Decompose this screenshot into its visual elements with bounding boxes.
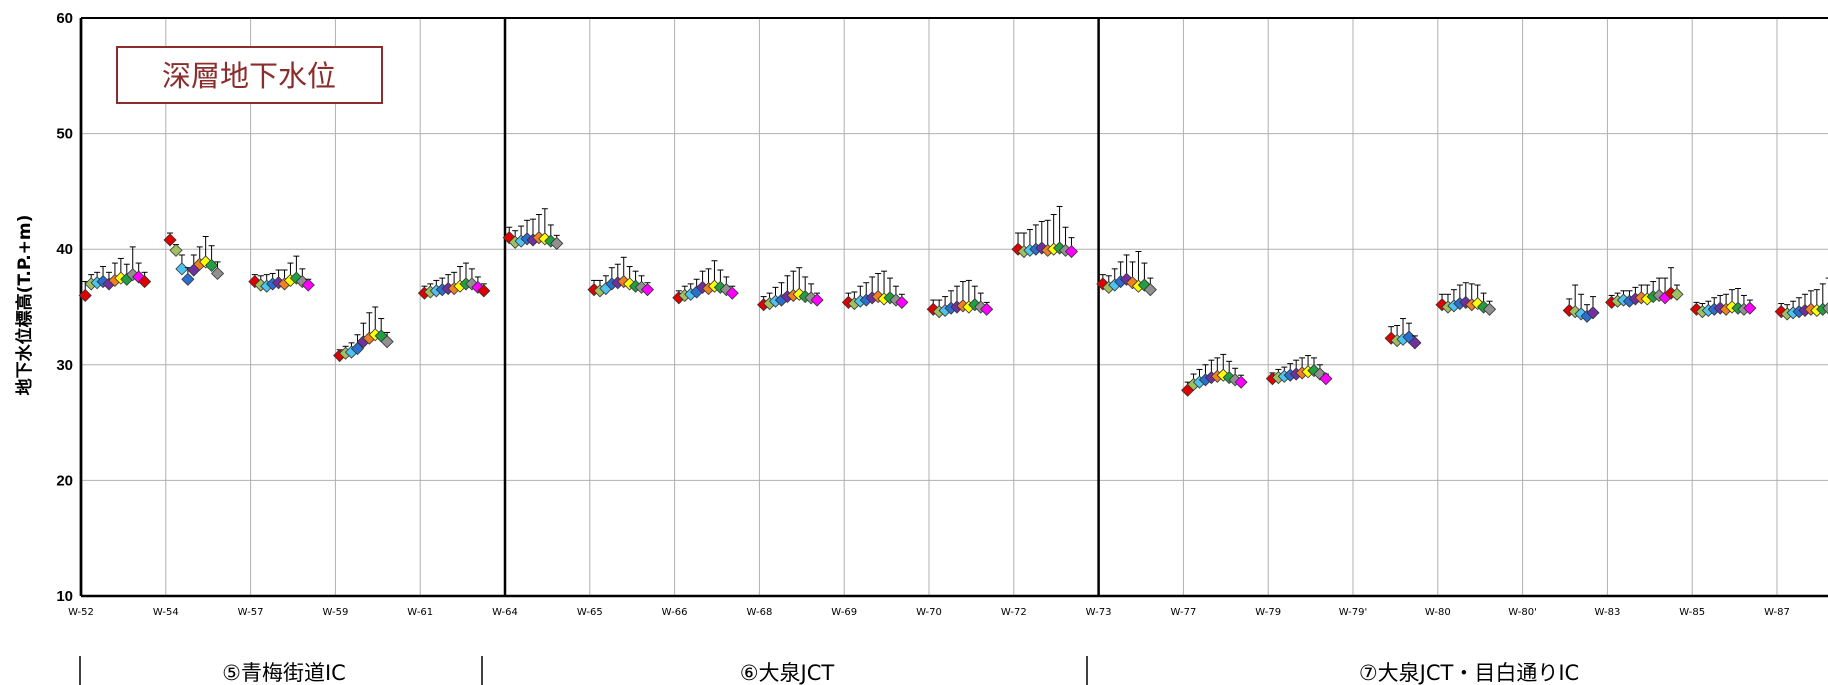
x-axis: W-52 W-54 W-57 W-59 W-61 W-64 W-65 W-66 W-68 W-69… [68, 607, 1790, 618]
data-point [980, 302, 994, 316]
x-tick-label: W-66 [662, 607, 688, 618]
chart-title: 深層地下水位 [162, 59, 336, 93]
data-point [78, 288, 92, 303]
data-point [895, 295, 909, 309]
data-point [1143, 283, 1157, 297]
data-point [138, 275, 152, 289]
section-label: ⑥大泉JCT [740, 661, 835, 685]
x-tick-label: W-79 [1255, 607, 1281, 618]
data-point [550, 236, 564, 250]
x-tick-label: W-72 [1001, 607, 1027, 618]
data-point [380, 335, 394, 349]
x-tick-label: W-57 [238, 607, 264, 618]
x-tick-label: W-87 [1764, 607, 1790, 618]
data-point [640, 283, 655, 297]
x-tick-label: W-80' [1508, 607, 1537, 618]
title-box: 深層地下水位 [116, 46, 383, 104]
section-label: ⑦大泉JCT・目白通りIC [1359, 661, 1579, 685]
x-tick-label: W-77 [1170, 607, 1196, 618]
data-point [301, 278, 315, 292]
data-point [1319, 372, 1333, 386]
data-point [350, 342, 365, 356]
x-tick-label: W-68 [746, 607, 772, 618]
data-point [1408, 336, 1422, 350]
data-point [1670, 287, 1684, 301]
data-point [169, 243, 183, 257]
y-tick-label: 30 [56, 357, 73, 374]
x-tick-label: W-64 [492, 607, 518, 618]
data-point [181, 272, 195, 286]
y-tick-label: 20 [56, 472, 73, 489]
section-labels: ⑤青梅街道IC ⑥大泉JCT ⑦大泉JCT・目白通りIC [79, 656, 1579, 685]
data-markers [78, 205, 1828, 397]
data-point [175, 262, 189, 276]
y-tick-label: 40 [56, 241, 73, 258]
x-tick-label: W-85 [1679, 607, 1705, 618]
x-tick-label: W-70 [916, 607, 942, 618]
data-point [1234, 375, 1248, 389]
section-label: ⑤青梅街道IC [222, 661, 346, 685]
x-tick-label: W-54 [153, 607, 179, 618]
y-tick-label: 60 [56, 10, 73, 27]
data-point [1743, 301, 1757, 315]
y-axis-label: 地下水位標高(T.P.+m) [14, 215, 35, 396]
y-tick-label: 10 [56, 588, 73, 605]
data-point [725, 286, 739, 300]
data-point [810, 293, 824, 307]
data-point [1482, 302, 1497, 316]
data-point [1822, 302, 1828, 314]
x-tick-label: W-59 [322, 607, 348, 618]
x-tick-label: W-73 [1086, 607, 1112, 618]
x-tick-label: W-65 [577, 607, 603, 618]
x-tick-label: W-52 [68, 607, 94, 618]
data-point [163, 233, 177, 247]
x-tick-label: W-79' [1339, 607, 1368, 618]
x-tick-label: W-80 [1425, 607, 1451, 618]
x-tick-label: W-69 [831, 607, 857, 618]
y-axis: 10 20 30 40 50 60 [56, 10, 73, 605]
data-point [210, 266, 225, 281]
x-tick-label: W-61 [407, 607, 433, 618]
data-point [1586, 306, 1600, 320]
section-frames [79, 17, 1828, 598]
y-tick-label: 50 [56, 126, 73, 143]
data-point [477, 284, 491, 298]
data-point [1064, 244, 1079, 259]
x-tick-label: W-83 [1594, 607, 1620, 618]
